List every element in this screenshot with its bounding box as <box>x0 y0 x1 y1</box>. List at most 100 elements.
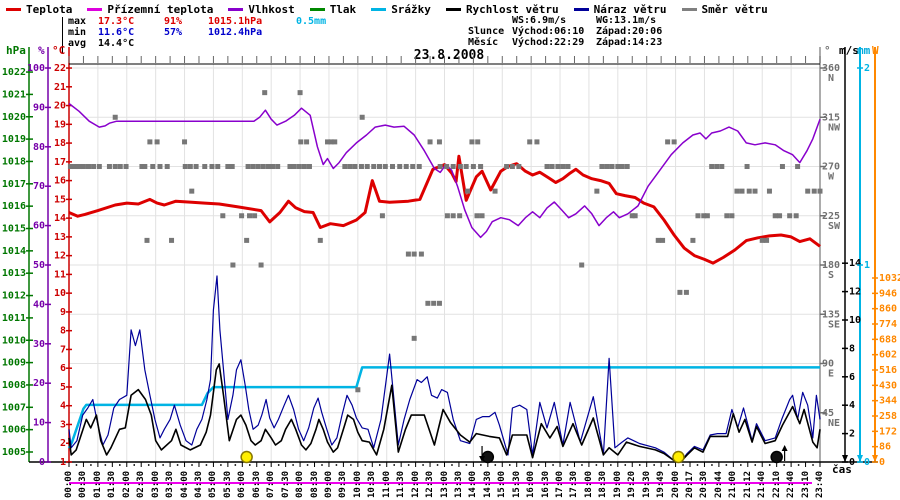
wind-direction-square <box>359 114 365 120</box>
bottom-slot-dot <box>234 464 237 466</box>
astro-value: WS:6.9m/s <box>512 15 567 26</box>
stats-value: 0.5mm <box>296 16 327 27</box>
bottom-slot-dot <box>494 464 497 466</box>
wind-direction-square <box>739 188 745 194</box>
wind-direction-square <box>457 164 463 170</box>
bottom-slot-dot <box>75 464 78 466</box>
wind-speed-tick: 12 <box>849 287 861 298</box>
stats-value: 1012.4hPa <box>208 27 263 38</box>
wind-direction-square <box>328 139 334 145</box>
bottom-slot-dot <box>480 464 482 466</box>
direction-tick: 90 <box>822 359 834 370</box>
temperature-tick: 7 <box>60 344 66 355</box>
wind-direction-square <box>382 164 388 170</box>
series-ms <box>68 363 821 463</box>
bottom-slot-dot <box>321 464 323 466</box>
direction-cardinal: NW <box>828 122 841 133</box>
solar-tick: 172 <box>879 426 897 437</box>
x-tick-label: 10:00 <box>352 470 363 498</box>
wind-direction-square <box>450 164 456 170</box>
stats-row-label: min <box>68 27 87 38</box>
pressure-tick: 1018 <box>2 156 26 167</box>
bottom-slot-dot <box>451 464 453 466</box>
temperature-tick: 8 <box>60 326 66 337</box>
wind-direction-square <box>805 188 811 194</box>
wind-direction-square <box>364 164 370 170</box>
stats-value: 17.3°C <box>98 16 135 27</box>
bottom-slot-dot <box>263 464 265 466</box>
bottom-slot-dot <box>205 464 208 466</box>
pressure-tick: 1013 <box>2 268 26 279</box>
legend: Teplota Přízemní teplota Vlhkost Tlak Srážky… <box>6 3 768 16</box>
x-tick-label: 17:00 <box>555 470 566 498</box>
wind-direction-square <box>96 164 102 170</box>
x-tick-label: 13:00 <box>439 470 450 498</box>
legend-item: Tlak <box>309 3 356 16</box>
direction-tick: 180 <box>822 260 840 271</box>
bottom-slot-dot <box>407 464 410 466</box>
wind-direction-square <box>225 164 231 170</box>
wind-direction-square <box>474 213 480 219</box>
wind-direction-square <box>416 164 422 170</box>
x-tick-label: 06:00 <box>237 470 248 498</box>
direction-tick: 135 <box>822 309 840 320</box>
bottom-slot-dot <box>364 464 367 466</box>
wind-direction-square <box>469 139 475 145</box>
temperature-tick: 12 <box>54 251 66 262</box>
wind-direction-square <box>85 164 91 170</box>
humidity-tick: 90 <box>33 102 45 113</box>
legend-swatch <box>6 8 21 11</box>
wind-direction-square <box>164 164 170 170</box>
wind-direction-square <box>787 213 793 219</box>
series-hum <box>68 102 821 239</box>
wind-direction-square <box>403 164 409 170</box>
x-tick-label: 11:00 <box>381 470 392 498</box>
solar-tick: 688 <box>879 334 897 345</box>
x-tick-label: 00:00 <box>64 470 74 498</box>
wind-direction-square <box>193 164 199 170</box>
x-tick-label: 01:00 <box>92 470 103 498</box>
wind-direction-square <box>752 188 758 194</box>
wind-direction-square <box>437 164 443 170</box>
wind-direction-square <box>534 139 540 145</box>
pressure-tick: 1016 <box>2 201 26 212</box>
wind-direction-square <box>182 164 188 170</box>
wind-direction-square <box>709 164 715 170</box>
bottom-slot-dot <box>682 464 684 466</box>
wind-direction-square <box>734 188 740 194</box>
wind-direction-square <box>599 164 605 170</box>
wind-direction-square <box>724 213 730 219</box>
wind-direction-square <box>604 164 610 170</box>
temperature-tick: 4 <box>60 401 66 412</box>
x-tick-label: 16:00 <box>526 470 537 498</box>
x-tick-label: 11:30 <box>396 470 407 498</box>
temperature-tick: 20 <box>54 101 66 112</box>
wind-direction-square <box>379 213 385 219</box>
wind-direction-square <box>555 164 561 170</box>
stats-divider <box>62 17 63 53</box>
solar-tick: 344 <box>879 396 897 407</box>
bottom-slot-dot <box>610 464 612 466</box>
humidity-tick: 100 <box>27 63 45 74</box>
x-tick-label: 08:30 <box>309 470 320 498</box>
direction-tick: 225 <box>822 211 840 222</box>
legend-label: Přízemní teplota <box>107 3 214 16</box>
temperature-tick: 11 <box>54 269 66 280</box>
wind-direction-square <box>187 164 193 170</box>
wind-speed-tick: 4 <box>849 400 855 411</box>
rain-tick: 1 <box>864 260 870 271</box>
pressure-tick: 1005 <box>2 447 26 458</box>
axis-unit-label: hPa <box>6 44 26 57</box>
bottom-slot-dot <box>595 464 598 466</box>
wind-direction-square <box>215 164 221 170</box>
pressure-tick: 1011 <box>2 313 26 324</box>
x-tick-label: 18:30 <box>598 470 609 498</box>
wind-speed-tick: 8 <box>849 343 855 354</box>
temperature-tick: 5 <box>60 382 66 393</box>
wind-direction-square <box>182 139 188 145</box>
wind-direction-square <box>390 164 396 170</box>
wind-speed-tick: 2 <box>849 429 855 440</box>
bottom-slot-dot <box>812 464 814 466</box>
solar-tick: 258 <box>879 411 897 422</box>
